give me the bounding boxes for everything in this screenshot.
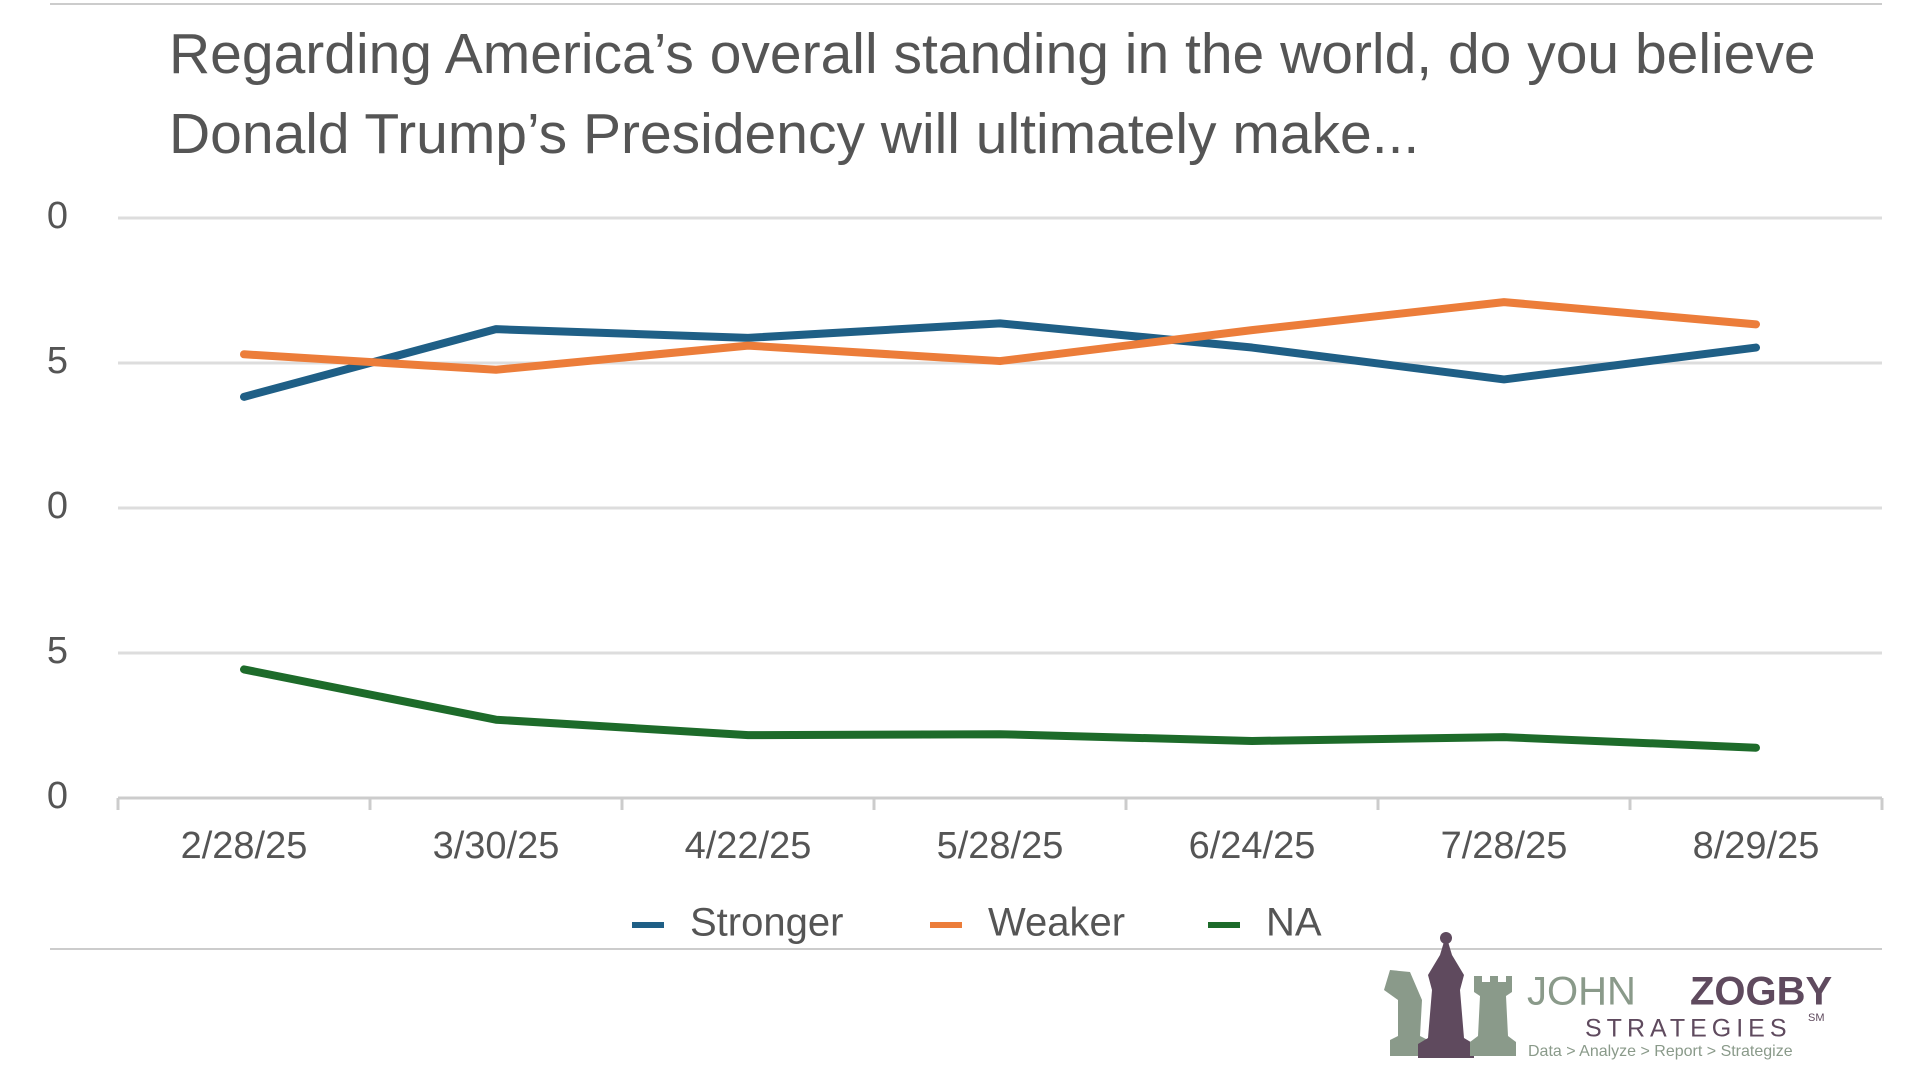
legend-label: NA xyxy=(1266,901,1322,945)
x-tick-label: 2/28/25 xyxy=(181,825,308,867)
x-tick-label: 8/29/25 xyxy=(1693,825,1820,867)
x-tick-label: 4/22/25 xyxy=(685,825,812,867)
logo-name: ZOGBY xyxy=(1690,970,1833,1014)
y-tick-label: 0 xyxy=(47,485,68,527)
line-series xyxy=(240,319,1760,401)
logo-icon xyxy=(1384,932,1516,1058)
line-series xyxy=(240,665,1760,752)
logo-sub: STRATEGIES xyxy=(1585,1015,1792,1043)
logo-mark: SM xyxy=(1808,1012,1825,1024)
x-tick-label: 3/30/25 xyxy=(433,825,560,867)
y-tick-label: 5 xyxy=(47,340,68,382)
logo-tagline: Data > Analyze > Report > Strategize xyxy=(1528,1043,1793,1060)
x-tick-label: 6/24/25 xyxy=(1189,825,1316,867)
y-tick-label: 0 xyxy=(47,775,68,817)
x-tick-label: 7/28/25 xyxy=(1441,825,1568,867)
legend-label: Stronger xyxy=(690,901,843,945)
chart-title: Regarding America’s overall standing in … xyxy=(169,22,1816,166)
y-tick-label: 5 xyxy=(47,630,68,672)
legend-label: Weaker xyxy=(988,901,1125,945)
y-tick-label: 0 xyxy=(47,195,68,237)
line-series xyxy=(240,298,1760,374)
x-tick-label: 5/28/25 xyxy=(937,825,1064,867)
logo-name: JOHN xyxy=(1527,970,1636,1014)
